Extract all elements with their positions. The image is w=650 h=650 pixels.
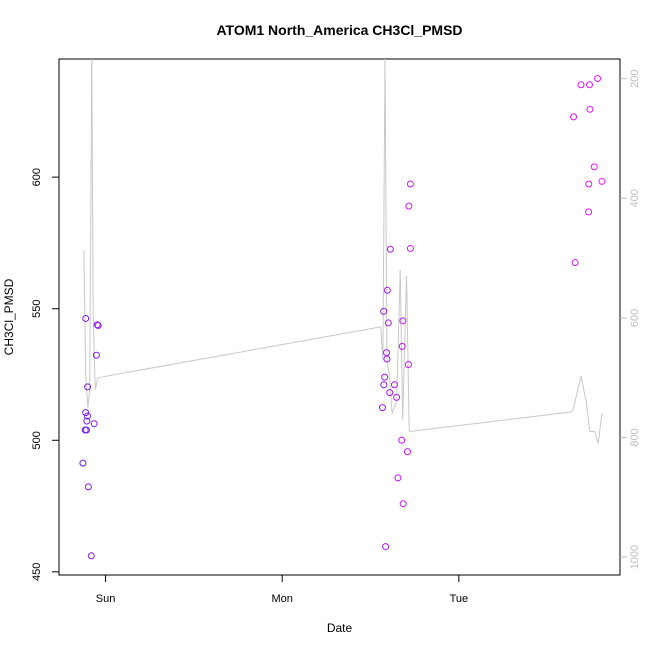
data-point [380,307,388,315]
data-point [390,381,398,389]
line-segment [97,326,381,379]
data-point [94,322,102,330]
data-point [384,319,392,327]
data-point [585,208,593,216]
data-point [83,412,91,420]
data-point [82,409,90,417]
y2-axis: 200 400 600 800 1000 [620,70,641,569]
data-point [594,74,602,82]
chart-title: ATOM1 North_America CH3Cl_PMSD [216,22,462,38]
y2-tick-label: 600 [629,309,641,327]
data-point [399,500,407,508]
data-point [586,105,594,113]
data-point [403,448,411,456]
line-segment [585,401,591,432]
line-segment [91,58,94,318]
data-point [598,177,606,185]
line-segment [580,375,587,402]
line-segment [87,389,91,408]
line-segment [399,270,404,420]
line-segment [597,413,603,444]
data-point [83,417,91,425]
data-point [386,245,394,253]
data-point [394,474,402,482]
y2-tick-label: 200 [629,70,641,88]
line-segment [572,375,582,412]
line-segment [391,401,398,414]
y-tick-label: 500 [31,431,43,449]
line-segment [594,431,599,444]
x-axis-label: Date [327,621,353,635]
line-segment [89,58,93,390]
y2-tick-label: 1000 [629,545,641,569]
data-point [87,552,95,560]
x-tick-label: Sun [96,593,116,605]
plot-frame [58,58,621,576]
data-point [404,360,412,368]
data-point [82,426,90,434]
line-segment [409,411,573,432]
marks-layer [79,58,606,560]
data-point [406,180,414,188]
data-point [577,81,585,89]
data-point [585,81,593,89]
line-segment [386,359,391,378]
y2-tick-label: 400 [629,189,641,207]
data-point [380,381,388,389]
data-point [84,483,92,491]
x-tick-label: Mon [271,593,292,605]
data-point [405,202,413,210]
data-point [92,351,100,359]
line-segment [92,317,96,390]
y-tick-label: 600 [31,168,43,186]
y-axis: 450 500 550 600 [31,168,59,581]
x-axis: Sun Mon Tue [96,575,468,605]
data-point [84,383,92,391]
data-point [393,393,401,401]
data-point [398,342,406,350]
data-point [398,436,406,444]
data-point [93,321,101,329]
data-point [571,259,579,267]
y2-tick-label: 800 [629,428,641,446]
data-point [383,286,391,294]
y-tick-label: 550 [31,300,43,318]
data-point [570,113,578,121]
line-segment [83,250,87,378]
x-tick-label: Tue [450,593,469,605]
data-point [79,459,87,467]
data-point [381,373,389,381]
data-point [378,404,386,412]
line-segment [384,58,388,360]
data-point [406,244,414,252]
data-point [383,355,391,363]
data-point [382,543,390,551]
data-point [590,163,598,171]
data-point [90,420,98,428]
data-point [82,314,90,322]
line-segment [382,58,386,360]
data-point [585,180,593,188]
line-segment [94,377,99,390]
line-segment [406,276,410,432]
line-segment [396,270,401,402]
data-point [386,389,394,397]
data-point [399,317,407,325]
line-segment [85,377,89,408]
y-tick-label: 450 [31,563,43,581]
y-axis-label: CH3Cl_PMSD [2,278,16,355]
